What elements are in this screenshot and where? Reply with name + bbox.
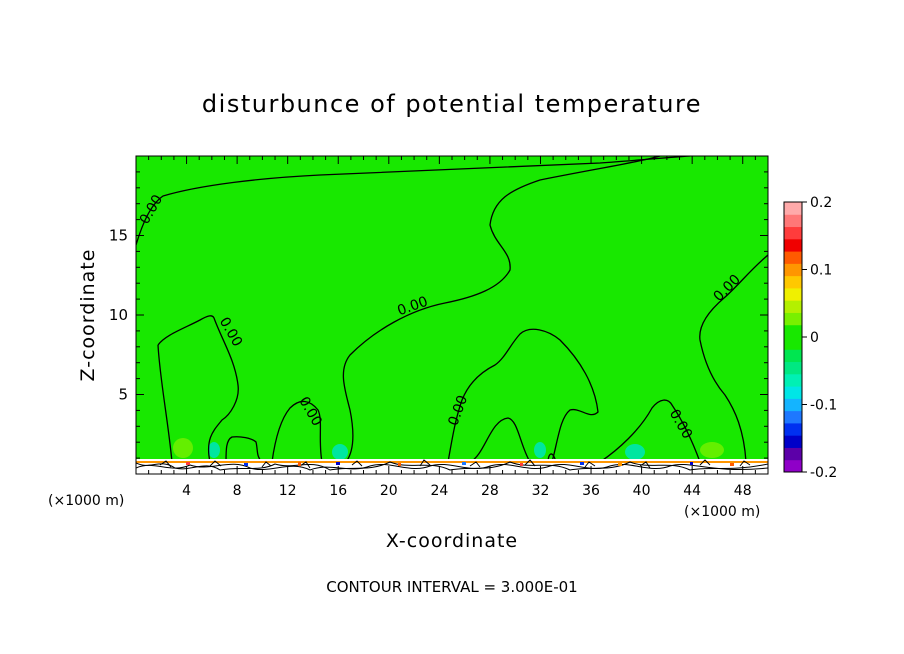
colorbar-segment <box>784 398 802 412</box>
colorbar-segment <box>784 238 802 252</box>
contour-line <box>469 417 531 463</box>
colorbar-segment <box>784 349 802 363</box>
contour-line <box>271 400 323 463</box>
colorbar-segment <box>784 226 802 240</box>
colorbar-tick-label: 0.2 <box>810 195 832 211</box>
x-axis: 4 8 12 16 20 24 28 32 36 40 44 48 <box>148 156 756 499</box>
colorbar-segment <box>784 386 802 399</box>
x-axis-label: X-coordinate <box>386 530 518 552</box>
y-tick-label: 5 <box>118 386 128 404</box>
colorbar-ticks: 0.2 0.1 0 -0.1 -0.2 <box>802 195 837 481</box>
colorbar-segment <box>784 373 802 387</box>
colorbar-segment <box>784 337 802 350</box>
colorbar-tick-label: -0.2 <box>810 465 837 481</box>
colorbar-segment <box>784 459 802 473</box>
colorbar-segment <box>784 251 802 264</box>
x-tick-label: 40 <box>633 483 651 499</box>
colorbar-segment <box>784 275 802 289</box>
x-tick-label: 44 <box>683 483 701 499</box>
colorbar-tick-label: 0.1 <box>810 263 832 279</box>
colorbar-segment <box>784 361 802 375</box>
colorbar-segment <box>784 324 802 338</box>
surface-noise-band <box>136 459 768 474</box>
contour-line <box>599 399 701 463</box>
contour-line <box>157 344 173 463</box>
x-tick-label: 24 <box>430 483 448 499</box>
x-tick-label: 8 <box>233 483 242 499</box>
x-unit-label-left: (×1000 m) <box>48 493 124 509</box>
y-axis: 5 10 15 <box>109 171 768 459</box>
colorbar-segment <box>784 312 802 326</box>
x-tick-label: 4 <box>182 483 191 499</box>
colorbar-segment <box>784 287 802 301</box>
contour-line <box>136 156 691 246</box>
y-axis-label: Z-coordinate <box>77 249 99 382</box>
contour-line <box>342 156 661 463</box>
colorbar-segment <box>784 202 802 215</box>
colorbar-segment <box>784 300 802 313</box>
plot-area <box>136 156 768 474</box>
colorbar-segment <box>784 214 802 228</box>
y-tick-label: 15 <box>109 227 128 245</box>
colorbar-segment <box>784 263 802 277</box>
colorbar-segment <box>784 447 802 461</box>
contour-line <box>225 436 263 463</box>
x-unit-label-right: (×1000 m) <box>684 504 760 520</box>
x-tick-label: 20 <box>380 483 398 499</box>
colorbar-segment <box>784 410 802 424</box>
contour-line <box>157 315 239 463</box>
x-tick-label: 28 <box>481 483 499 499</box>
contour-line <box>699 254 768 463</box>
colorbar-tick-label: -0.1 <box>810 398 837 414</box>
chart-title: disturbunce of potential temperature <box>202 90 702 118</box>
y-tick-label: 10 <box>109 306 128 324</box>
x-tick-label: 12 <box>279 483 297 499</box>
colorbar-segment <box>784 435 802 448</box>
x-tick-label: 32 <box>532 483 550 499</box>
contour-lines <box>136 156 768 463</box>
x-tick-label: 36 <box>582 483 600 499</box>
contour-line <box>447 328 599 463</box>
x-tick-label: 48 <box>734 483 752 499</box>
colorbar-segment <box>784 422 802 436</box>
colorbar <box>783 201 803 473</box>
near-surface-field <box>173 438 724 460</box>
contour-interval-note: CONTOUR INTERVAL = 3.000E-01 <box>326 578 577 596</box>
colorbar-tick-label: 0 <box>810 330 819 346</box>
x-tick-label: 16 <box>329 483 347 499</box>
